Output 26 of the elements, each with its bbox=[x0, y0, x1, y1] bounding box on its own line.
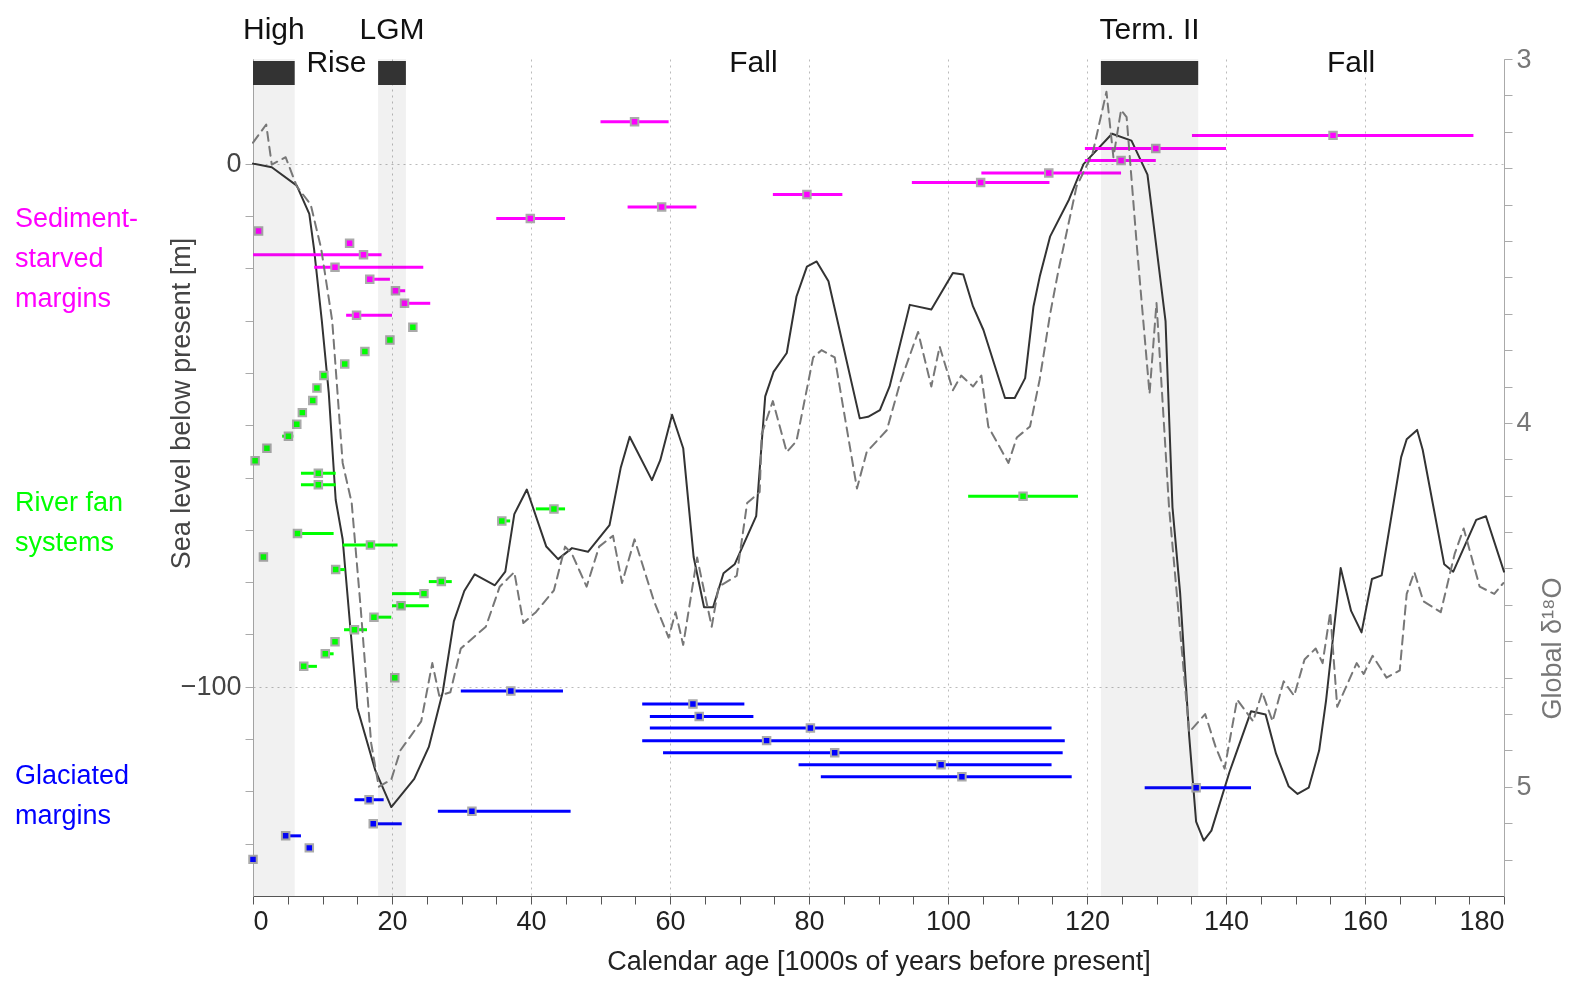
band-label: High bbox=[243, 12, 305, 45]
annotation: Fall bbox=[1326, 45, 1376, 78]
x-tick-label: 160 bbox=[1342, 905, 1389, 936]
x-tick-label: 40 bbox=[516, 905, 547, 936]
x-tick-label: 100 bbox=[925, 905, 972, 936]
text: Glaciated margins bbox=[15, 760, 130, 830]
y2-tick-label: 5 bbox=[1516, 771, 1532, 802]
x-tick-label: 0 bbox=[253, 905, 269, 936]
band-label: Term. II bbox=[1099, 12, 1200, 45]
x-tick-label: 180 bbox=[1459, 905, 1505, 936]
x-tick-label: 120 bbox=[1064, 905, 1111, 936]
x-tick-label: 80 bbox=[794, 905, 825, 936]
x-tick-label: 140 bbox=[1203, 905, 1250, 936]
x-axis-title: Calendar age [1000s of years before present] bbox=[607, 945, 1151, 976]
annotation: Rise bbox=[306, 45, 367, 78]
x-tick-label: 20 bbox=[377, 905, 408, 936]
text: Sediment-starved margins bbox=[15, 203, 139, 314]
x-tick-label: 60 bbox=[655, 905, 686, 936]
band-label: LGM bbox=[359, 12, 425, 45]
y-axis-title: Sea level below present [m] bbox=[165, 237, 196, 570]
y2-axis-title: Global δ¹⁸O bbox=[1536, 577, 1567, 720]
annotation: Fall bbox=[729, 45, 778, 78]
y-tick-label: −100 bbox=[180, 671, 242, 702]
text: River fan systems bbox=[15, 486, 124, 557]
y2-tick-label: 3 bbox=[1516, 43, 1532, 74]
y2-tick-label: 4 bbox=[1516, 407, 1532, 438]
